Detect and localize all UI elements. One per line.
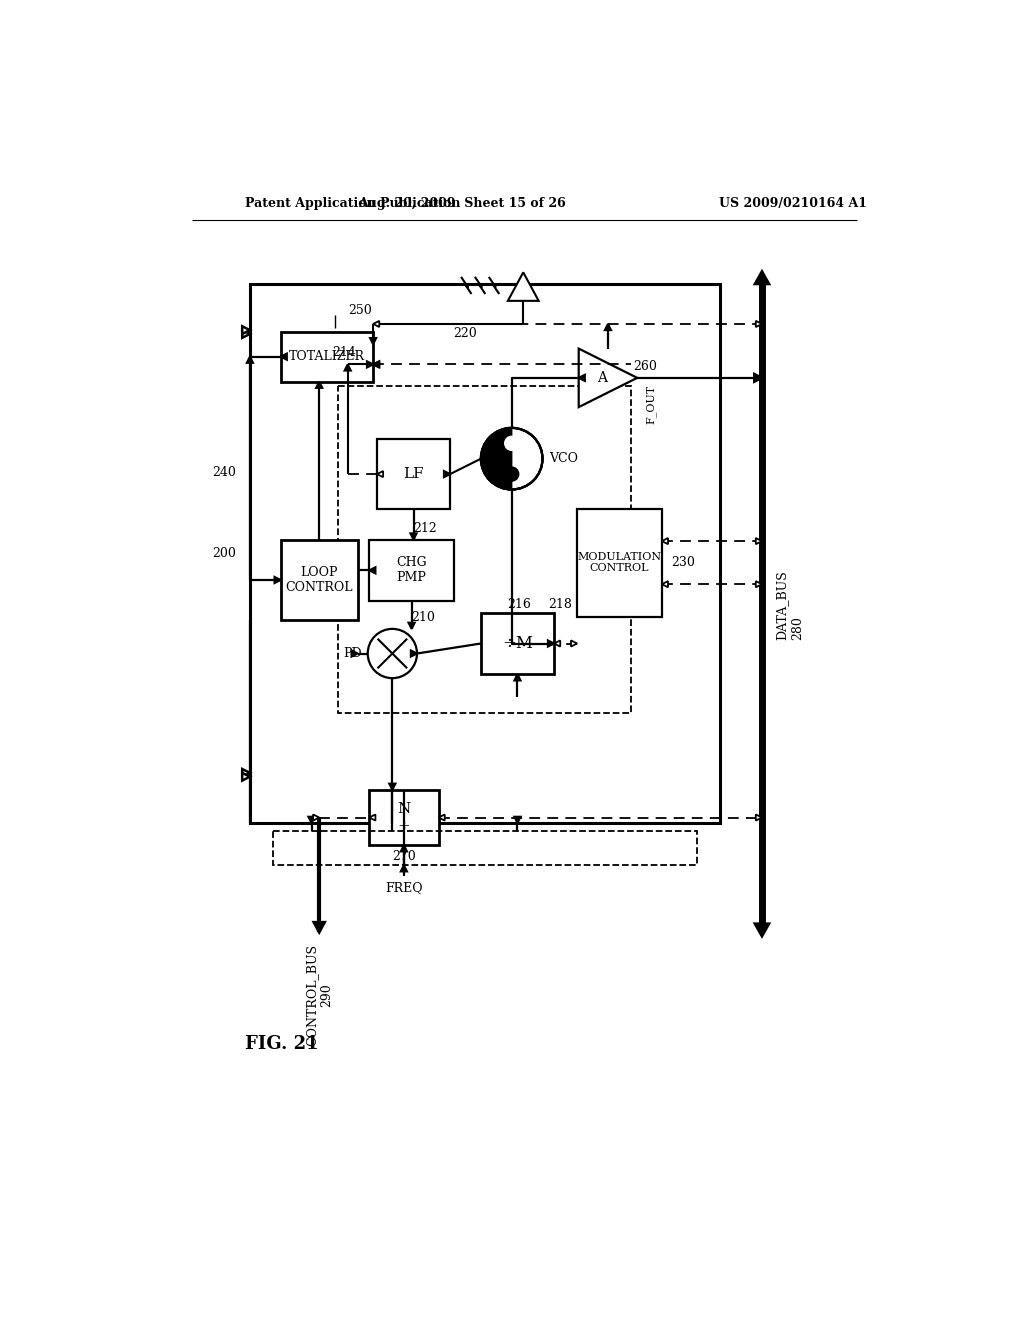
Text: FIG. 21: FIG. 21: [245, 1035, 318, 1053]
Circle shape: [481, 428, 543, 490]
Bar: [370, 789, 438, 845]
Text: CHG
PMP: CHG PMP: [396, 556, 427, 585]
Text: 250: 250: [348, 304, 372, 317]
Bar: [578, 508, 662, 616]
Text: F_OUT: F_OUT: [646, 385, 656, 424]
Polygon shape: [367, 362, 373, 367]
Bar: [339, 385, 631, 713]
Text: 240: 240: [212, 466, 237, 479]
Bar: [250, 284, 720, 822]
Text: LF: LF: [403, 467, 424, 480]
Text: US 2009/0210164 A1: US 2009/0210164 A1: [719, 197, 866, 210]
Polygon shape: [400, 866, 407, 871]
Polygon shape: [571, 640, 578, 647]
Polygon shape: [579, 375, 585, 381]
Circle shape: [504, 436, 519, 451]
Polygon shape: [274, 577, 281, 583]
Text: ÷M: ÷M: [502, 635, 532, 652]
Polygon shape: [554, 640, 560, 647]
Polygon shape: [370, 814, 376, 821]
Polygon shape: [508, 272, 539, 301]
Polygon shape: [755, 924, 769, 936]
Text: TOTALIZER: TOTALIZER: [289, 350, 365, 363]
Polygon shape: [756, 321, 762, 327]
Text: 214: 214: [333, 346, 356, 359]
Text: 230: 230: [671, 556, 695, 569]
Polygon shape: [400, 845, 407, 851]
Polygon shape: [662, 539, 668, 544]
Bar: [281, 331, 373, 381]
Bar: [377, 440, 451, 508]
Polygon shape: [756, 814, 762, 821]
Text: 216: 216: [508, 598, 531, 611]
Polygon shape: [389, 784, 395, 789]
Bar: [481, 612, 554, 675]
Polygon shape: [281, 354, 287, 360]
Polygon shape: [308, 817, 314, 822]
Polygon shape: [243, 326, 250, 334]
Polygon shape: [313, 923, 325, 932]
Circle shape: [504, 466, 519, 482]
Text: Aug. 20, 2009  Sheet 15 of 26: Aug. 20, 2009 Sheet 15 of 26: [357, 197, 565, 210]
Bar: [370, 540, 454, 601]
Polygon shape: [370, 568, 376, 573]
Polygon shape: [313, 814, 319, 821]
Polygon shape: [579, 348, 637, 407]
Text: 220: 220: [454, 327, 477, 341]
Polygon shape: [514, 817, 520, 822]
Text: CONTROL_BUS
290: CONTROL_BUS 290: [305, 944, 333, 1045]
Polygon shape: [345, 364, 351, 371]
Polygon shape: [377, 471, 383, 478]
Polygon shape: [243, 774, 250, 780]
Polygon shape: [605, 323, 611, 330]
Polygon shape: [411, 651, 417, 656]
Polygon shape: [662, 581, 668, 587]
Text: A: A: [597, 371, 607, 385]
Polygon shape: [438, 814, 444, 821]
Polygon shape: [444, 471, 451, 478]
Polygon shape: [756, 539, 762, 544]
Polygon shape: [409, 623, 415, 628]
Bar: [281, 540, 357, 620]
Text: FREQ: FREQ: [385, 880, 423, 894]
Text: LOOP
CONTROL: LOOP CONTROL: [286, 566, 353, 594]
Polygon shape: [373, 362, 379, 367]
Polygon shape: [373, 321, 379, 327]
Polygon shape: [316, 381, 323, 388]
Polygon shape: [481, 428, 512, 490]
Text: 218: 218: [548, 598, 572, 611]
Text: 212: 212: [414, 521, 437, 535]
Polygon shape: [755, 374, 762, 381]
Text: 270: 270: [392, 850, 416, 863]
Polygon shape: [755, 272, 769, 284]
Bar: [273, 830, 696, 866]
Text: Patent Application Publication: Patent Application Publication: [245, 197, 460, 210]
Polygon shape: [351, 651, 357, 656]
Polygon shape: [373, 362, 379, 367]
Polygon shape: [756, 581, 762, 587]
Polygon shape: [514, 675, 520, 681]
Polygon shape: [411, 533, 417, 540]
Polygon shape: [243, 770, 250, 776]
Text: 210: 210: [412, 611, 435, 624]
Text: PD: PD: [343, 647, 361, 660]
Text: N
÷: N ÷: [397, 803, 411, 833]
Polygon shape: [548, 640, 554, 647]
Text: MODULATION
CONTROL: MODULATION CONTROL: [578, 552, 662, 573]
Polygon shape: [247, 356, 253, 363]
Polygon shape: [370, 338, 376, 345]
Polygon shape: [243, 330, 250, 338]
Text: DATA_BUS
280: DATA_BUS 280: [776, 570, 804, 640]
Text: 260: 260: [633, 360, 656, 372]
Text: 200: 200: [212, 546, 237, 560]
Text: VCO: VCO: [549, 453, 578, 465]
